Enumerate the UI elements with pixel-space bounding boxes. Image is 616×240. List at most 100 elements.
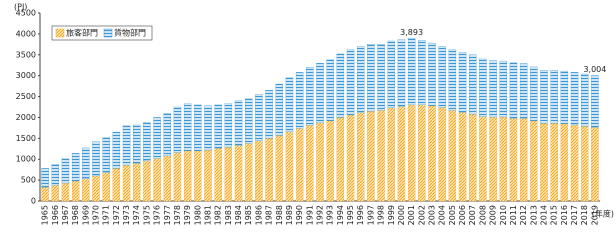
x-tick-label: 1980 xyxy=(193,205,202,225)
bar-segment xyxy=(224,103,233,148)
legend-swatch xyxy=(55,28,65,38)
bar-segment xyxy=(581,73,589,127)
bar-segment xyxy=(133,124,141,164)
bar-segment xyxy=(245,98,253,144)
x-tick-label: 1978 xyxy=(173,205,182,225)
x-tick-label: 1976 xyxy=(153,205,162,225)
x-tick-label: 2018 xyxy=(580,205,589,225)
bar-segment xyxy=(479,116,487,202)
bar-segment xyxy=(519,63,528,119)
bar-segment xyxy=(295,72,304,129)
x-tick-label: 2010 xyxy=(499,205,508,225)
x-tick-label: 1984 xyxy=(234,205,243,225)
bar-segment xyxy=(214,148,222,202)
x-tick-label: 2006 xyxy=(458,205,467,225)
bar-segment xyxy=(357,112,365,202)
x-tick-label: 1993 xyxy=(326,205,335,225)
annotation: 3,893 xyxy=(400,28,423,37)
x-tick-label: 1989 xyxy=(285,205,294,225)
bar-segment xyxy=(112,131,121,169)
bar-segment xyxy=(183,150,192,202)
bar-segment xyxy=(255,140,263,202)
bar-segment xyxy=(336,53,345,118)
x-tick-label: 1968 xyxy=(71,205,80,225)
x-axis-label: (年度) xyxy=(592,209,614,219)
bar-segment xyxy=(71,180,80,202)
y-tick-label: 4000 xyxy=(16,29,36,38)
x-tick-label: 1977 xyxy=(163,205,172,225)
y-tick-label: 2500 xyxy=(16,92,36,101)
x-tick-label: 1982 xyxy=(214,205,223,225)
bar-segment xyxy=(326,120,334,202)
x-tick-label: 1967 xyxy=(61,205,70,225)
bar-segment xyxy=(234,145,243,202)
x-tick-label: 1975 xyxy=(142,205,151,225)
bar-segment xyxy=(122,125,131,166)
bar-segment xyxy=(255,94,263,141)
bar-segment xyxy=(458,112,467,202)
bar-segment xyxy=(275,83,283,136)
x-tick-label: 1991 xyxy=(305,205,314,225)
x-tick-label: 1998 xyxy=(377,205,386,225)
x-tick-label: 1994 xyxy=(336,205,345,225)
bar-segment xyxy=(458,52,467,113)
bar-segment xyxy=(418,40,426,106)
bar-segment xyxy=(51,164,59,186)
bar-segment xyxy=(489,116,497,202)
x-tick-label: 1985 xyxy=(244,205,253,225)
bar-segment xyxy=(316,62,324,124)
bar-segment xyxy=(133,163,141,202)
bar-segment xyxy=(234,100,243,146)
bar-segment xyxy=(469,113,477,202)
bar-segment xyxy=(153,117,161,159)
bar-segment xyxy=(397,39,406,107)
bar-segment xyxy=(509,62,518,119)
bar-segment xyxy=(336,117,345,202)
annotation: 3,004 xyxy=(583,65,606,74)
bar-segment xyxy=(306,67,314,126)
bar-segment xyxy=(377,110,385,202)
bar-segment xyxy=(194,150,202,202)
y-tick-label: 0 xyxy=(31,197,36,206)
y-tick-label: 4500 xyxy=(16,9,36,18)
x-tick-label: 1981 xyxy=(204,205,213,225)
y-tick-label: 2000 xyxy=(16,113,36,122)
bar-segment xyxy=(61,182,70,202)
bar-segment xyxy=(224,146,233,202)
bar-segment xyxy=(41,187,49,202)
bar-segment xyxy=(428,42,436,106)
x-tick-label: 1997 xyxy=(366,205,375,225)
x-tick-label: 1971 xyxy=(102,205,111,225)
bar-segment xyxy=(367,111,375,202)
bar-segment xyxy=(245,143,253,202)
bar-segment xyxy=(61,158,70,184)
bar-segment xyxy=(418,104,426,202)
bar-segment xyxy=(560,123,569,202)
bar-segment xyxy=(387,107,395,202)
x-tick-label: 1992 xyxy=(316,205,325,225)
x-tick-label: 2008 xyxy=(478,205,487,225)
bar-segment xyxy=(591,127,599,202)
bar-segment xyxy=(143,160,151,202)
bar-segment xyxy=(285,77,294,132)
y-axis-label: (PJ) xyxy=(14,3,27,12)
bar-segment xyxy=(173,152,182,202)
bar-segment xyxy=(357,46,365,113)
x-tick-label: 1966 xyxy=(51,205,60,225)
bar-segment xyxy=(112,168,121,202)
bar-segment xyxy=(570,124,579,202)
bar-segment xyxy=(71,153,80,182)
bar-segment xyxy=(550,123,558,202)
bar-segment xyxy=(204,105,212,151)
bar-segment xyxy=(173,106,182,153)
x-tick-label: 1983 xyxy=(224,205,233,225)
bar-segment xyxy=(51,184,59,202)
x-tick-label: 2003 xyxy=(428,205,437,225)
bar-segment xyxy=(295,128,304,202)
bar-segment xyxy=(265,90,273,139)
bar-segment xyxy=(570,72,579,126)
bar-segment xyxy=(214,104,222,149)
x-tick-label: 1979 xyxy=(183,205,192,225)
bar-segment xyxy=(92,141,100,177)
x-tick-label: 2005 xyxy=(448,205,457,225)
